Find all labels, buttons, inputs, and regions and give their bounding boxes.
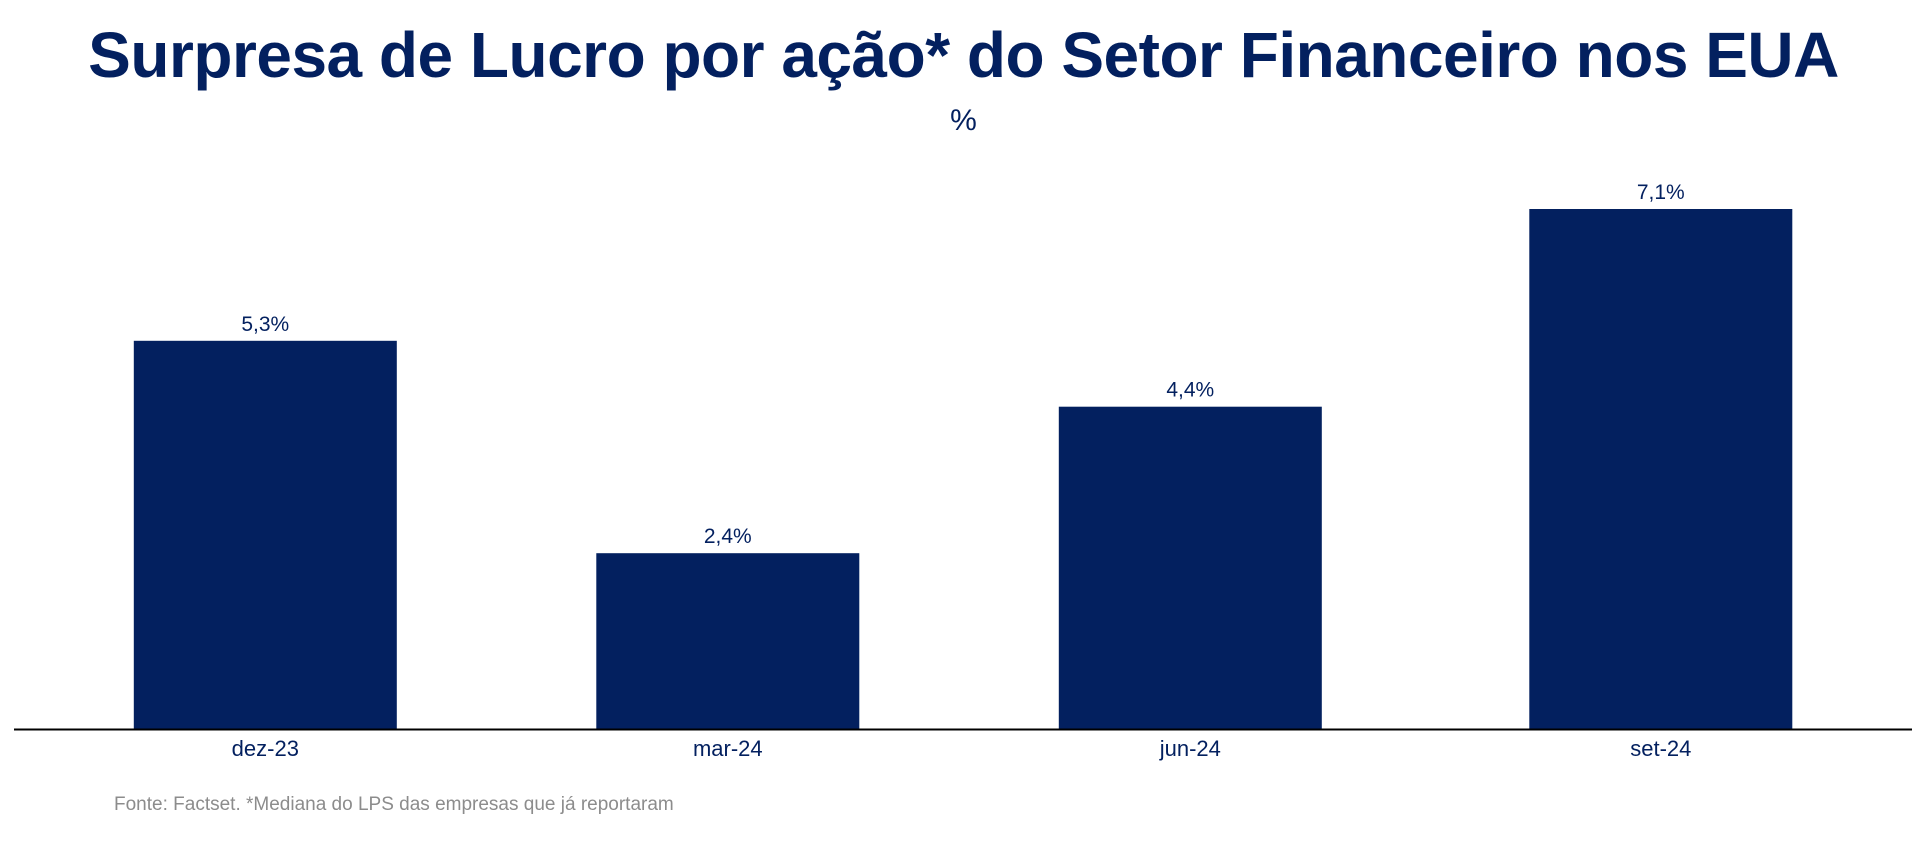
chart-title: Surpresa de Lucro por ação* do Setor Fin…	[88, 19, 1839, 91]
bar-dez-23	[133, 340, 397, 729]
bar-mar-24	[596, 553, 860, 729]
data-label-mar-24: 2,4%	[704, 525, 752, 548]
data-label-set-24: 7,1%	[1637, 181, 1685, 204]
x-tick-label-jun-24: jun-24	[1159, 736, 1221, 761]
x-tick-label-mar-24: mar-24	[693, 736, 763, 761]
bar-jun-24	[1058, 406, 1322, 729]
source-note: Fonte: Factset. *Mediana do LPS das empr…	[114, 794, 674, 815]
chart-subtitle: %	[950, 104, 977, 137]
data-label-dez-23: 5,3%	[241, 313, 289, 336]
bar-set-24	[1529, 209, 1793, 729]
x-tick-label-dez-23: dez-23	[232, 736, 299, 761]
data-label-jun-24: 4,4%	[1166, 379, 1214, 402]
x-tick-label-set-24: set-24	[1630, 736, 1691, 761]
